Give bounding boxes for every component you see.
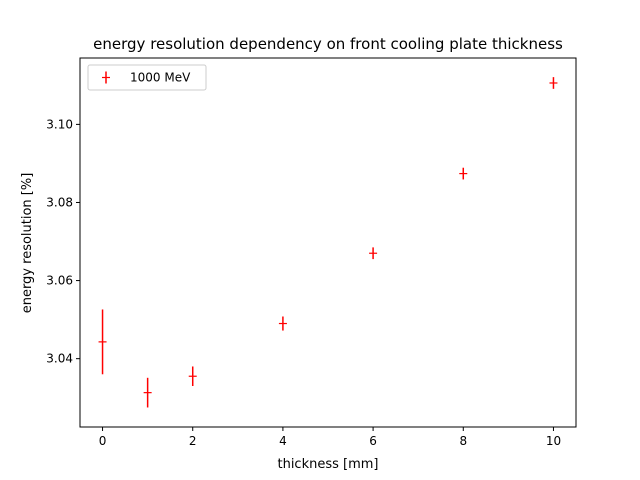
x-tick-label: 2: [189, 434, 197, 448]
x-tick-label: 4: [279, 434, 287, 448]
x-tick-label: 10: [546, 434, 561, 448]
x-tick-label: 6: [369, 434, 377, 448]
y-tick-label: 3.06: [46, 274, 73, 288]
y-tick-label: 3.08: [46, 195, 73, 209]
chart-title: energy resolution dependency on front co…: [93, 35, 563, 53]
y-tick-label: 3.10: [46, 117, 73, 131]
plot-area: 0 2 4 6 8 10 3.04 3.06 3.08 3.10 1000 MeV: [46, 57, 577, 448]
x-tick-label: 0: [99, 434, 107, 448]
legend-box: [87, 64, 207, 91]
y-tick-label: 3.04: [46, 352, 73, 366]
x-axis-label: thickness [mm]: [277, 457, 378, 472]
y-axis-label: energy resolution [%]: [20, 173, 35, 314]
legend-label: 1000 MeV: [130, 71, 191, 85]
axes-frame: [79, 57, 577, 428]
x-tick-label: 8: [459, 434, 467, 448]
